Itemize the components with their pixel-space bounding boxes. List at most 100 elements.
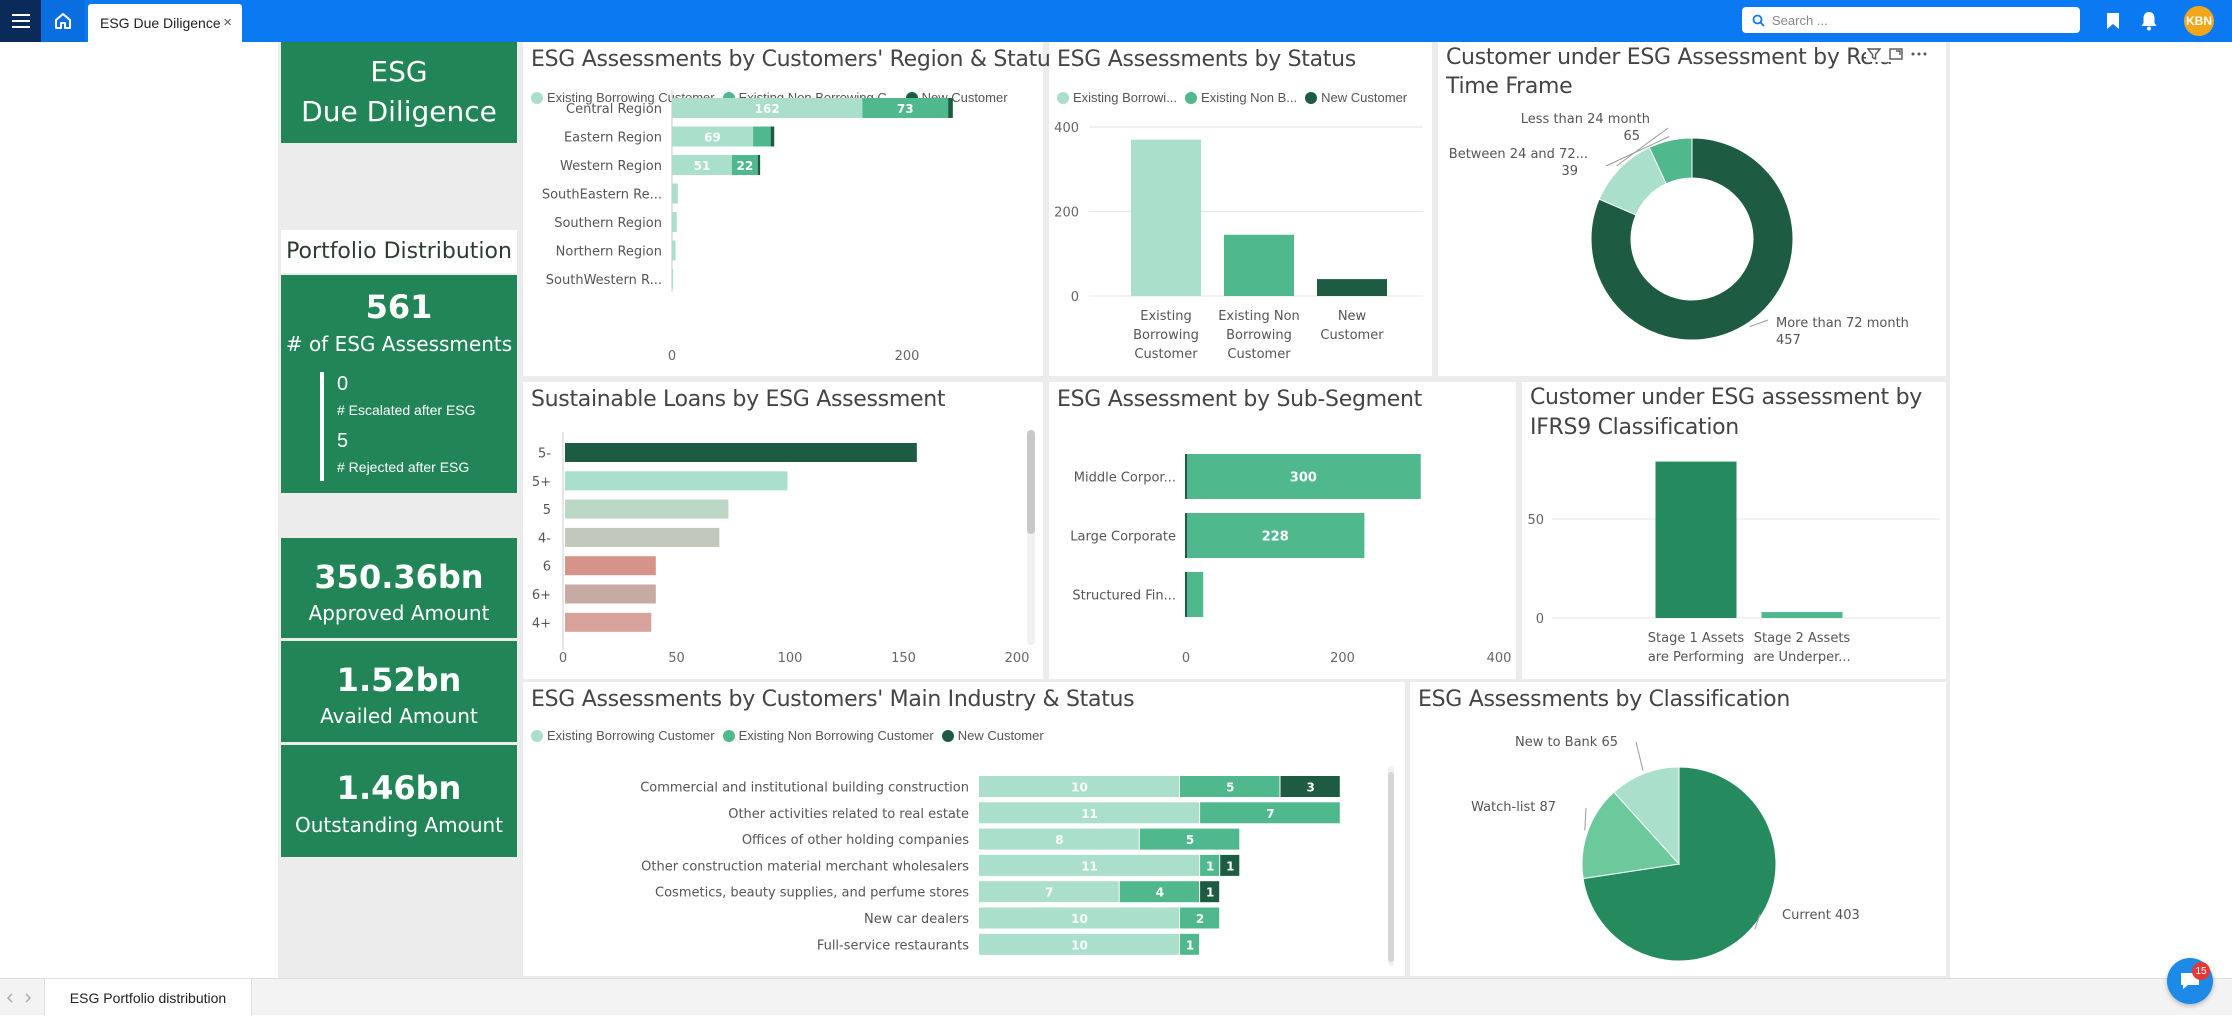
chart-relationship-timeframe[interactable]: Customer under ESG Assessment by Rela Ti… (1438, 42, 1946, 376)
report-title-line1: ESG (370, 55, 428, 88)
x-tick-label: are Performing (1648, 650, 1744, 665)
scrollbar-track[interactable] (1388, 766, 1394, 966)
home-icon[interactable] (41, 0, 85, 42)
rejected-label: # Rejected after ESG (337, 459, 470, 475)
next-page-icon[interactable] (24, 993, 32, 1003)
bar-segment (757, 155, 761, 175)
legend-item[interactable]: Existing Borrowing Customer (531, 728, 715, 743)
bookmark-icon[interactable] (2102, 10, 2124, 32)
chart-region-status[interactable]: ESG Assessments by Customers' Region & S… (523, 42, 1062, 376)
chart-industry-status[interactable]: ESG Assessments by Customers' Main Indus… (523, 682, 1405, 976)
data-label: 1 (1206, 886, 1214, 900)
data-label: 228 (1262, 530, 1289, 545)
bar (565, 612, 652, 632)
legend: Existing Borrowi... Existing Non B... Ne… (1057, 90, 1407, 105)
page-tabs-bar: ESG Portfolio distribution (0, 978, 2232, 1016)
bar-segment (979, 776, 1179, 797)
data-label: 1 (1206, 859, 1214, 873)
legend-item[interactable]: Existing Non Borrowing Customer (722, 728, 934, 743)
x-tick-label: Existing (1140, 309, 1192, 324)
chart-sub-segment[interactable]: ESG Assessment by Sub-Segment Middle Cor… (1049, 382, 1516, 679)
slice-value: 39 (1561, 164, 1578, 179)
scrollbar-thumb[interactable] (1027, 430, 1035, 534)
bar (565, 471, 788, 491)
y-tick-label: SouthWestern R... (546, 273, 662, 288)
leader-line (1584, 807, 1587, 831)
bar (565, 499, 729, 519)
search-input[interactable]: Search ... (1742, 7, 2080, 33)
report-title-line2: Due Diligence (301, 95, 497, 128)
bar-segment (1280, 776, 1340, 797)
slice-value: 65 (1623, 129, 1640, 144)
x-tick-label: Existing Non (1218, 309, 1300, 324)
x-tick-label: 200 (895, 349, 920, 364)
chart-ifrs9[interactable]: Customer under ESG assessment by IFRS9 C… (1522, 382, 1946, 679)
chart-title: ESG Assessments by Customers' Main Indus… (531, 687, 1135, 712)
industry-bars: Commercial and institutional building co… (640, 776, 1340, 955)
x-tick-label: Stage 1 Assets (1648, 631, 1745, 646)
slice-label: Between 24 and 72... (1449, 147, 1588, 162)
leader-line (1754, 913, 1761, 930)
y-tick-label: 4- (538, 531, 551, 546)
search-placeholder: Search ... (1772, 12, 1828, 28)
hamburger-menu-icon[interactable] (0, 0, 41, 42)
y-tick-label: 0 (1536, 612, 1544, 627)
bar-segment (1180, 907, 1220, 929)
scrollbar-thumb[interactable] (1388, 772, 1394, 962)
legend-item[interactable]: New Customer (941, 728, 1044, 743)
data-label: 7 (1266, 807, 1274, 821)
data-label: 2 (1196, 912, 1204, 926)
y-tick-label: Central Region (566, 102, 662, 117)
bell-icon[interactable] (2138, 10, 2160, 32)
bar (565, 527, 720, 547)
bar (565, 556, 656, 576)
legend-item[interactable]: New Customer (1305, 90, 1407, 105)
assessments-label: # of ESG Assessments (285, 332, 513, 356)
legend-item[interactable]: Existing Borrowi... (1057, 90, 1177, 105)
chart-title-line2: Time Frame (1446, 74, 1573, 99)
user-avatar[interactable]: KBN (2184, 6, 2214, 36)
chart-title: ESG Assessments by Classification (1418, 687, 1790, 712)
y-tick-label: 400 (1054, 121, 1079, 136)
outstanding-label: Outstanding Amount (294, 813, 504, 837)
bar-segment (979, 881, 1119, 903)
bar-segment (770, 126, 775, 147)
focus-mode-icon[interactable] (1888, 46, 1904, 62)
y-tick-label: New car dealers (864, 912, 969, 927)
prev-page-icon[interactable] (6, 993, 14, 1003)
escalated-count: 0 (337, 373, 349, 395)
more-options-icon[interactable] (1910, 46, 1928, 62)
data-label: 69 (704, 131, 721, 145)
escalated-kpi: 0 # Escalated after ESG (337, 373, 476, 418)
close-tab-icon[interactable]: × (223, 14, 232, 31)
bar-segment (1139, 828, 1240, 850)
chart-classification[interactable]: ESG Assessments by Classification Curren… (1410, 682, 1946, 976)
bar-segment (1119, 881, 1200, 903)
data-label: 10 (1071, 912, 1088, 926)
data-label: 1 (1226, 859, 1234, 873)
y-tick-label: 200 (1054, 206, 1079, 221)
chart-title: ESG Assessments by Customers' Region & S… (531, 47, 1062, 72)
portfolio-heading: Portfolio Distribution (286, 239, 512, 264)
tab-esg-due-diligence[interactable]: ESG Due Diligence × (88, 4, 242, 42)
chart-title: ESG Assessment by Sub-Segment (1057, 387, 1422, 412)
filter-icon[interactable] (1866, 46, 1882, 62)
x-tick-label: Customer (1134, 347, 1198, 362)
slice-label: Current 403 (1782, 908, 1860, 923)
loans-bars: 5- 5+ 5 4- 6 6+ 4+ 0 50 100 150 200 (532, 432, 1029, 666)
chart-status[interactable]: ESG Assessments by Status Existing Borro… (1049, 42, 1432, 376)
scrollbar-track[interactable] (1027, 430, 1035, 645)
bar-segment (1220, 854, 1240, 876)
page-tab-esg-portfolio[interactable]: ESG Portfolio distribution (44, 979, 252, 1016)
y-tick-label: Middle Corpor... (1074, 471, 1176, 486)
outstanding-kpi-card: 1.46bn Outstanding Amount (281, 745, 517, 857)
data-label: 5 (1186, 833, 1194, 847)
legend-item[interactable]: Existing Non B... (1185, 90, 1297, 105)
bar-segment (1180, 776, 1280, 797)
bar-segment (672, 212, 677, 232)
bar (1131, 139, 1201, 296)
ifrs9-bars: 50 0 Stage 1 Assets are Performing Stage 2 A… (1527, 461, 1940, 665)
chart-sustainable-loans[interactable]: Sustainable Loans by ESG Assessment 5- 5+… (523, 382, 1043, 679)
bar (1761, 612, 1843, 618)
y-tick-label: 5- (538, 447, 551, 462)
